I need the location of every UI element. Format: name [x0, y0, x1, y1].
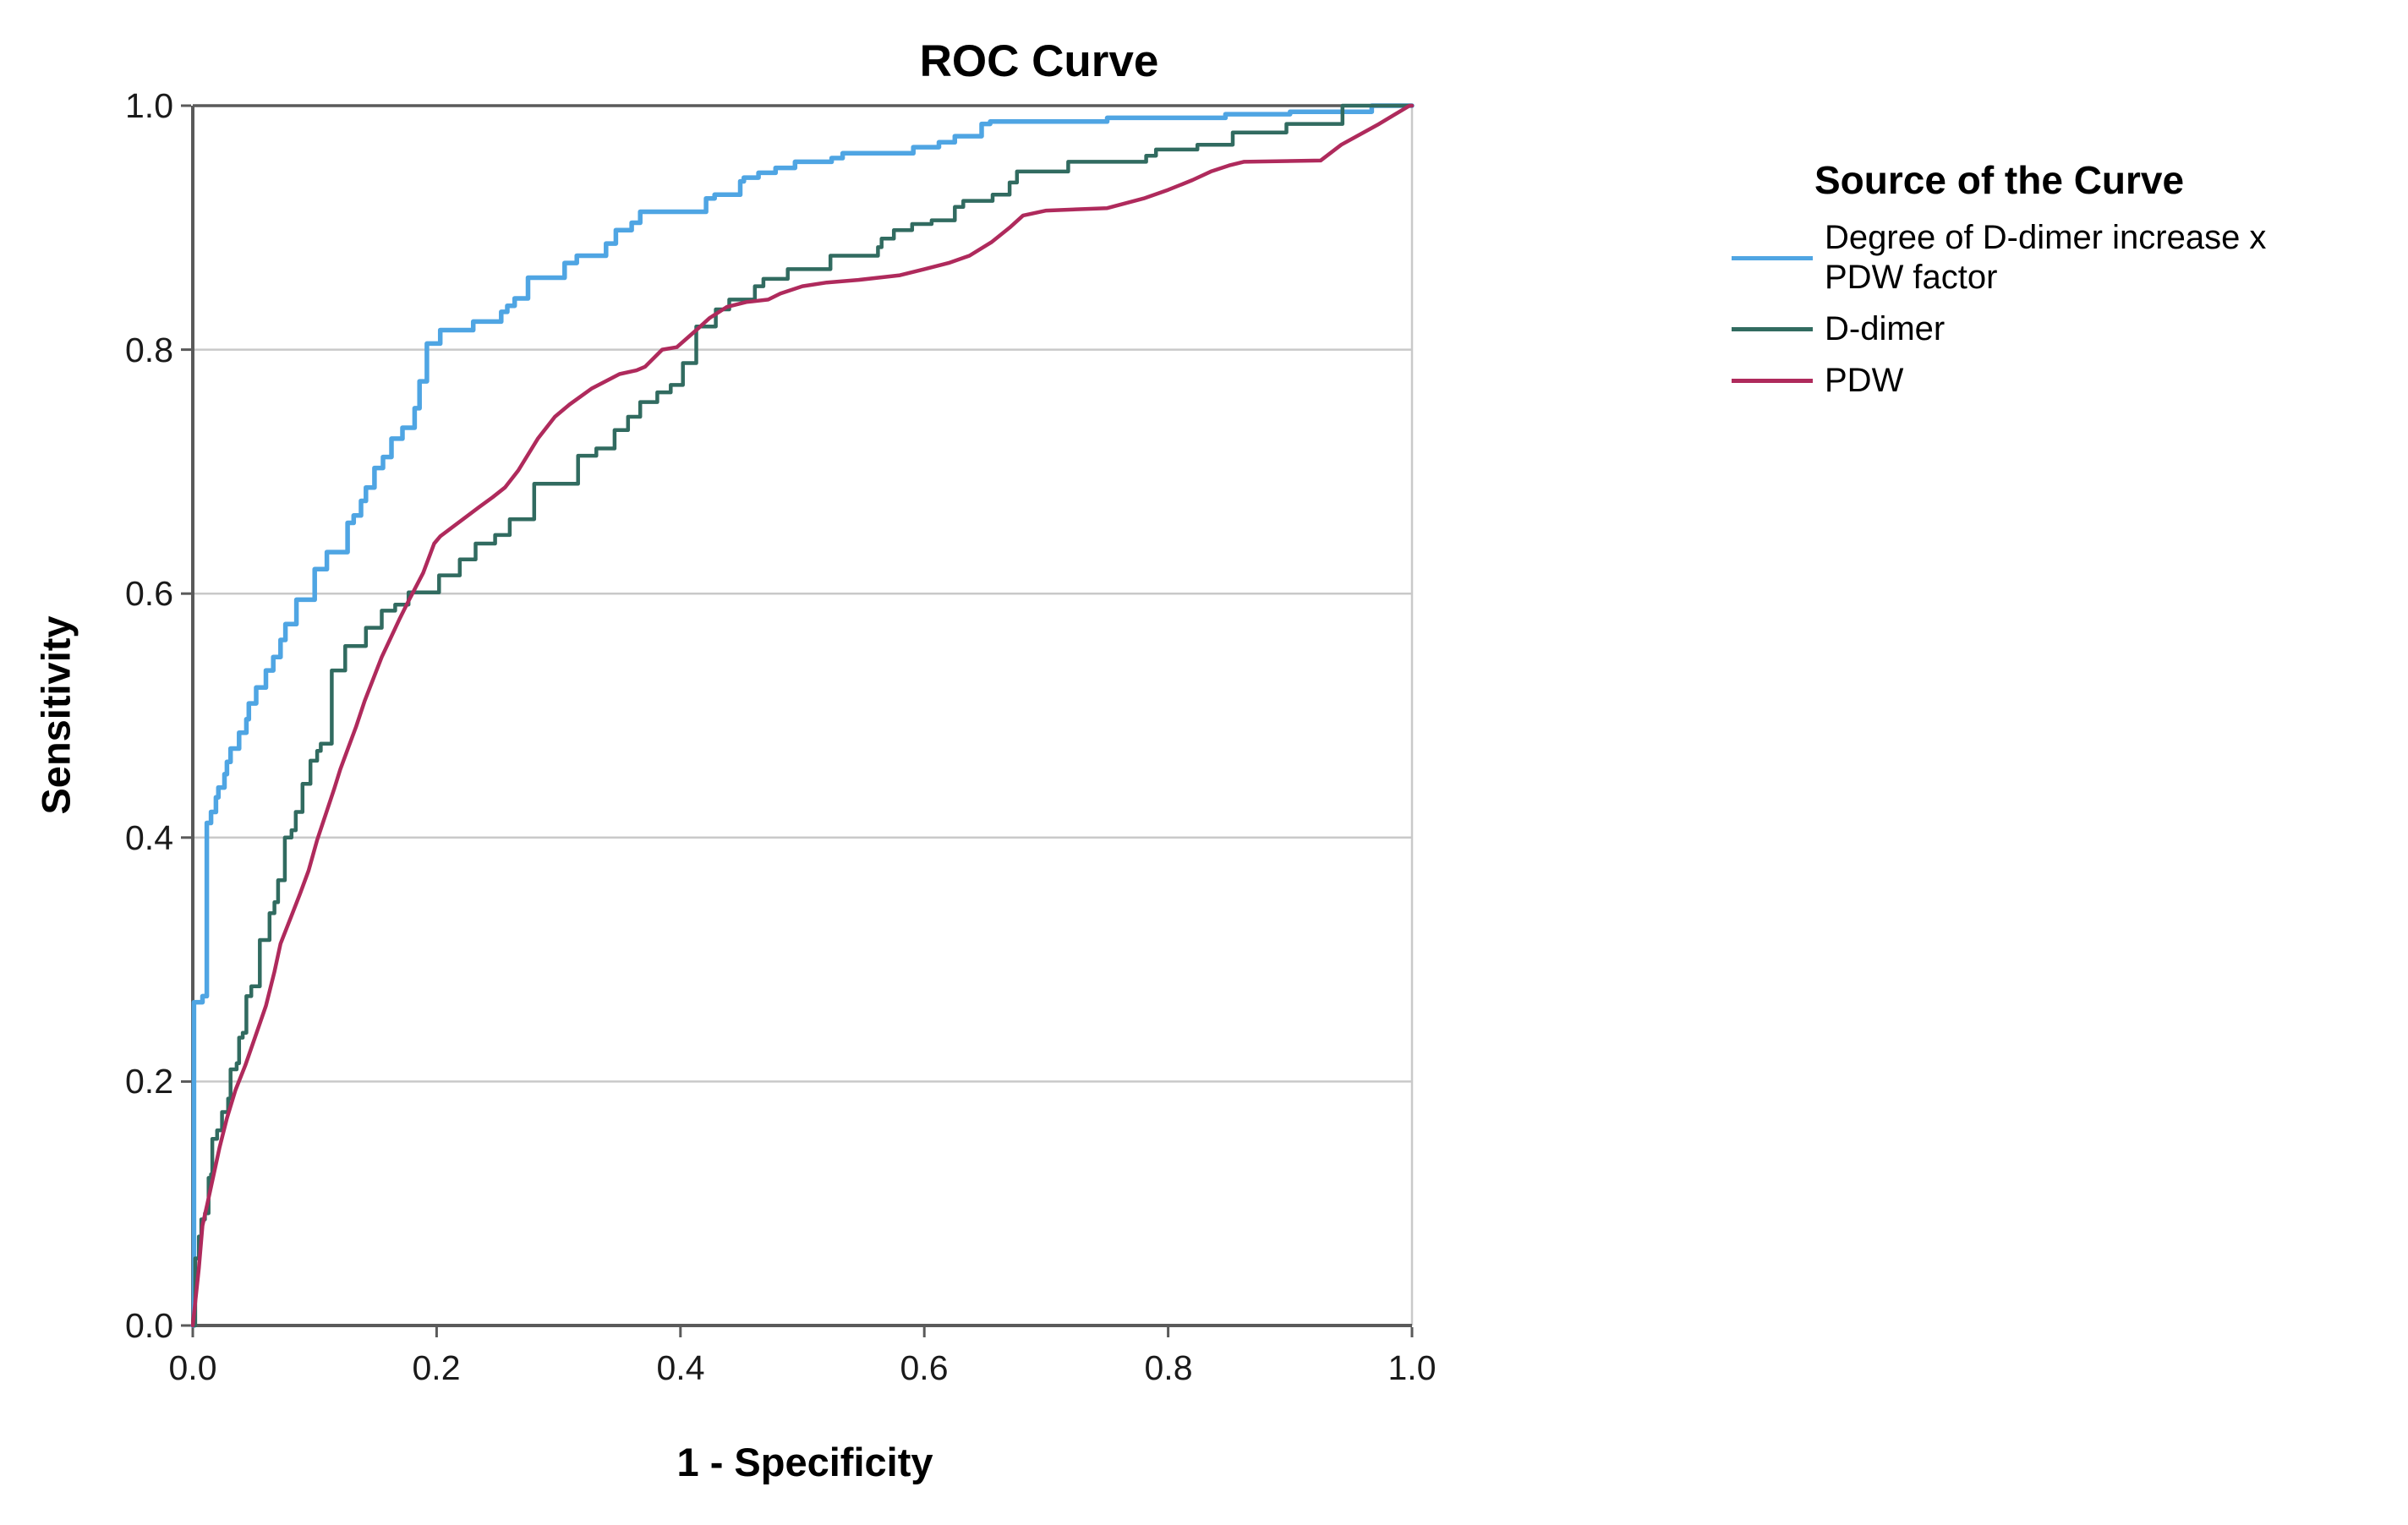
x-tick-label: 0.4 [656, 1348, 705, 1387]
legend-title: Source of the Curve [1814, 158, 2185, 202]
y-tick-label: 0.2 [125, 1062, 173, 1101]
legend-label: D-dimer [1825, 309, 1945, 349]
roc-curve-pdw [190, 103, 1415, 1328]
legend-item-pdw: PDW [1732, 361, 2400, 401]
y-tick-label: 0.8 [125, 331, 173, 369]
legend-label-line: PDW [1825, 362, 1904, 399]
x-tick-label: 1.0 [1387, 1348, 1437, 1387]
x-tick-label: 0.2 [412, 1348, 461, 1387]
y-axis-title: Sensitivity [33, 615, 79, 815]
degree-of-d-dimer-increase-x-pdw-factor-swatch-icon [1732, 255, 1813, 260]
y-tick-label: 0.0 [125, 1306, 173, 1345]
y-tick-label: 0.4 [125, 818, 173, 857]
y-tick-label: 1.0 [125, 86, 173, 125]
roc-curve-degree-of-d-dimer-increase-x-pdw-factor [190, 103, 1415, 1328]
x-tick-label: 0.6 [900, 1348, 949, 1387]
legend-label-line: Degree of D-dimer increase x [1825, 219, 2267, 256]
legend-label-line: D-dimer [1825, 310, 1946, 347]
legend-item-d-dimer: D-dimer [1732, 309, 2400, 349]
x-tick-label: 0.0 [168, 1348, 217, 1387]
x-tick-label: 0.8 [1144, 1348, 1193, 1387]
x-axis-title: 1 - Specificity [676, 1440, 933, 1484]
y-tick-label: 0.6 [125, 574, 173, 613]
legend: Source of the Curve Degree of D-dimer in… [1732, 157, 2400, 401]
legend-label: PDW [1825, 361, 1903, 401]
legend-items: Degree of D-dimer increase x PDW factor D-… [1732, 218, 2400, 401]
chart-title: ROC Curve [919, 36, 1159, 86]
legend-item-degree-of-d-dimer-increase-x-pdw-factor: Degree of D-dimer increase x PDW factor [1732, 218, 2400, 298]
pdw-swatch-icon [1732, 379, 1813, 383]
legend-label: Degree of D-dimer increase x PDW factor [1825, 218, 2266, 298]
roc-curve-d-dimer [190, 103, 1415, 1328]
d-dimer-swatch-icon [1732, 327, 1813, 331]
legend-label-line: PDW factor [1825, 259, 1998, 296]
